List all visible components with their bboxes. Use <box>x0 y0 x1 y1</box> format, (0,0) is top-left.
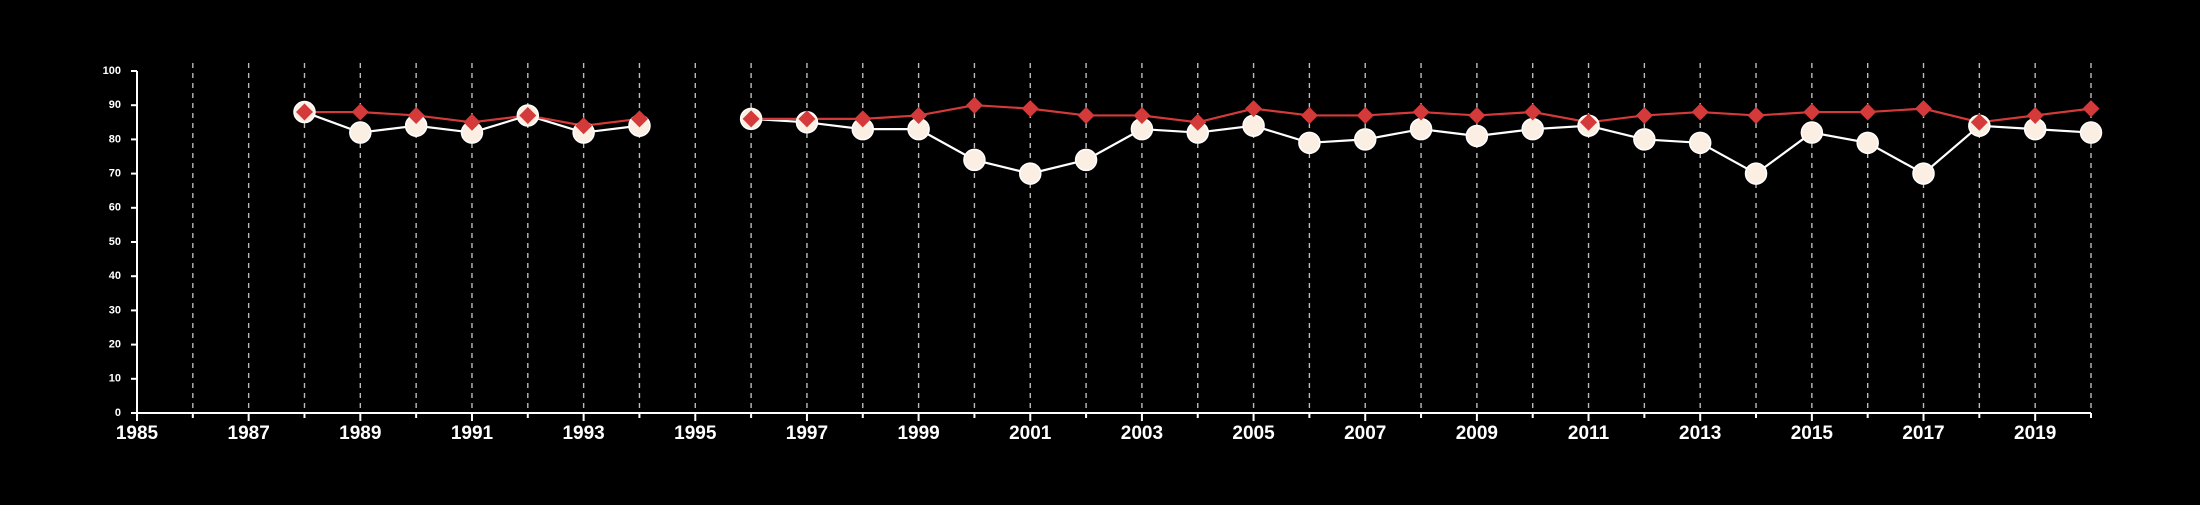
data-point-circle <box>349 121 372 144</box>
data-point-circle <box>2079 121 2103 144</box>
data-point-diamond <box>1580 113 1598 131</box>
data-point-diamond <box>407 106 425 124</box>
data-point-circle <box>1633 128 1656 151</box>
data-point-circle <box>1019 162 1042 185</box>
y-tick-label: 50 <box>109 236 121 248</box>
x-tick-label: 1985 <box>116 423 159 444</box>
data-point-circle <box>1298 131 1321 155</box>
data-point-diamond <box>351 103 369 121</box>
x-tick-label: 2013 <box>1679 423 1721 444</box>
data-point-diamond <box>854 110 872 128</box>
data-point-diamond <box>1245 100 1263 118</box>
x-tick-label: 1999 <box>897 423 939 444</box>
data-point-diamond <box>742 110 760 128</box>
data-point-circle <box>1353 128 1377 151</box>
x-tick-label: 1989 <box>339 423 381 444</box>
data-point-diamond <box>1859 103 1877 121</box>
x-tick-label: 2017 <box>1902 423 1944 444</box>
data-point-diamond <box>1915 100 1933 118</box>
x-tick-label: 2009 <box>1456 423 1498 444</box>
axes: 1985 1987 1989 1991 1993 1995 1997 1999 2001 2003… <box>103 65 2092 444</box>
y-tick-label: 20 <box>109 339 121 351</box>
data-point-diamond <box>1803 103 1821 121</box>
data-point-diamond <box>1300 106 1318 124</box>
y-tick-label: 90 <box>109 99 121 111</box>
data-point-diamond <box>910 106 928 124</box>
data-point-diamond <box>1356 106 1374 124</box>
data-point-diamond <box>1077 106 1095 124</box>
x-tick-label: 2007 <box>1344 423 1386 444</box>
x-tick-label: 2011 <box>1568 423 1610 444</box>
data-point-diamond <box>2082 100 2100 118</box>
x-tick-label: 1987 <box>228 423 270 444</box>
data-point-diamond <box>1970 113 1988 131</box>
data-point-diamond <box>295 103 313 121</box>
data-point-diamond <box>463 113 481 131</box>
y-tick-label: 30 <box>109 304 121 316</box>
data-point-diamond <box>1021 100 1039 118</box>
x-tick-label: 2019 <box>2014 423 2056 444</box>
y-tick-label: 100 <box>103 65 121 77</box>
data-point-circle <box>1074 148 1098 172</box>
x-tick-label: 2015 <box>1791 423 1834 444</box>
data-point-diamond <box>1524 103 1542 121</box>
x-tick-label: 2001 <box>1009 423 1052 444</box>
series-markers <box>293 96 2103 185</box>
x-tick-label: 2003 <box>1121 423 1163 444</box>
x-tick-label: 2005 <box>1232 423 1275 444</box>
data-point-circle <box>1856 131 1879 155</box>
x-tick-label: 1997 <box>786 423 828 444</box>
data-point-diamond <box>1412 103 1430 121</box>
data-point-diamond <box>2026 106 2044 124</box>
data-point-diamond <box>965 96 983 114</box>
data-point-circle <box>1521 117 1544 141</box>
y-tick-label: 80 <box>109 133 121 145</box>
data-point-circle <box>1912 162 1935 185</box>
y-tick-label: 40 <box>109 270 121 282</box>
data-point-diamond <box>1133 106 1151 124</box>
data-point-diamond <box>1635 106 1653 124</box>
data-point-circle <box>1242 114 1265 137</box>
y-tick-label: 0 <box>115 407 121 419</box>
data-point-diamond <box>1747 106 1765 124</box>
data-point-diamond <box>630 110 648 128</box>
data-point-diamond <box>519 106 537 124</box>
data-point-diamond <box>1189 113 1207 131</box>
data-point-circle <box>1744 162 1768 185</box>
y-tick-label: 10 <box>109 373 121 385</box>
x-tick-label: 1991 <box>451 423 494 444</box>
data-point-diamond <box>575 117 593 135</box>
data-point-diamond <box>1468 106 1486 124</box>
data-point-circle <box>1688 131 1712 155</box>
gridlines <box>192 63 2092 413</box>
data-point-diamond <box>1691 103 1709 121</box>
data-point-circle <box>1465 124 1489 148</box>
x-tick-label: 1993 <box>562 423 604 444</box>
x-tick-label: 1995 <box>674 423 717 444</box>
data-point-circle <box>1800 121 1824 144</box>
data-point-diamond <box>798 110 816 128</box>
data-point-circle <box>963 148 986 172</box>
y-tick-label: 70 <box>109 168 121 180</box>
y-tick-label: 60 <box>109 202 121 214</box>
data-point-circle <box>1409 117 1433 141</box>
